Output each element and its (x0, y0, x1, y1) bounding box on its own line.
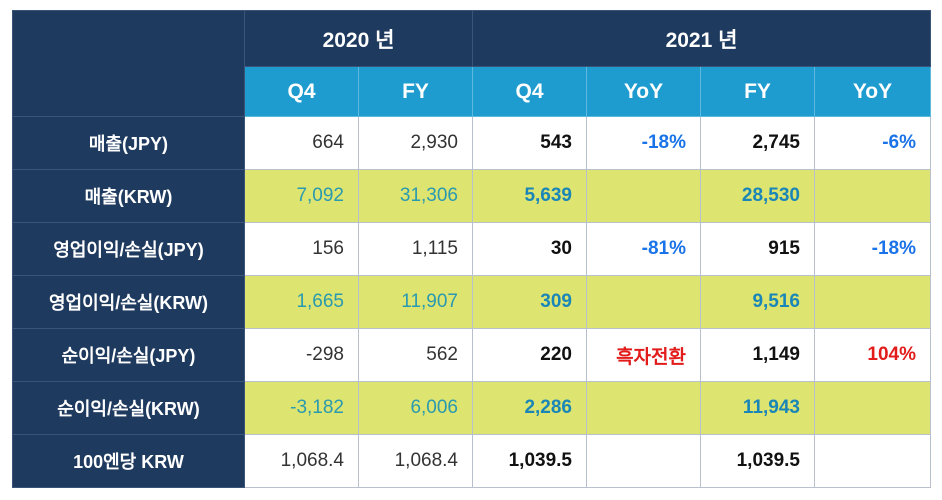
table-row: 순이익/손실(JPY) -298 562 220 흑자전환 1,149 104% (12, 328, 931, 382)
period-header-q4-2020: Q4 (244, 66, 359, 117)
row-label: 영업이익/손실(JPY) (12, 222, 245, 276)
q4-2020-cell: -3,182 (244, 381, 359, 435)
year-header-row: 2020 년 2021 년 (12, 10, 931, 117)
q4-2021-cell: 5,639 (472, 169, 587, 223)
q4-2021-cell: 220 (472, 328, 587, 382)
fy-2021-cell: 2,745 (700, 116, 815, 170)
row-label: 순이익/손실(KRW) (12, 381, 245, 435)
q4-2021-cell: 309 (472, 275, 587, 329)
period-header-q4-2021: Q4 (472, 66, 587, 117)
fy-yoy-cell (814, 434, 931, 488)
q4-2020-cell: 156 (244, 222, 359, 276)
q4-2020-cell: 664 (244, 116, 359, 170)
fy-2020-cell: 1,068.4 (358, 434, 473, 488)
fy-yoy-cell: -18% (814, 222, 931, 276)
fy-2021-cell: 11,943 (700, 381, 815, 435)
period-header-row: Q4 FY Q4 YoY FY YoY (13, 66, 931, 117)
table-row: 100엔당 KRW 1,068.4 1,068.4 1,039.5 1,039.… (12, 434, 931, 488)
fy-yoy-cell (814, 275, 931, 329)
fy-yoy-cell: 104% (814, 328, 931, 382)
q4-2021-cell: 543 (472, 116, 587, 170)
fy-2020-cell: 1,115 (358, 222, 473, 276)
fy-2021-cell: 1,149 (700, 328, 815, 382)
period-header-fy-2021: FY (700, 66, 815, 117)
corner-cell (12, 10, 245, 117)
period-header-fy-yoy: YoY (814, 66, 931, 117)
table-row: 매출(KRW) 7,092 31,306 5,639 28,530 (12, 169, 931, 223)
table-row: 매출(JPY) 664 2,930 543 -18% 2,745 -6% (12, 116, 931, 170)
year-2020-header: 2020 년 (244, 10, 473, 67)
fy-2020-cell: 562 (358, 328, 473, 382)
fy-2020-cell: 11,907 (358, 275, 473, 329)
table-row: 영업이익/손실(KRW) 1,665 11,907 309 9,516 (12, 275, 931, 329)
fy-2020-cell: 2,930 (358, 116, 473, 170)
fy-yoy-cell (814, 169, 931, 223)
q4-2020-cell: -298 (244, 328, 359, 382)
fy-2021-cell: 1,039.5 (700, 434, 815, 488)
q4-2021-cell: 2,286 (472, 381, 587, 435)
q4-yoy-cell: 흑자전환 (586, 328, 701, 382)
period-header-q4-yoy: YoY (586, 66, 701, 117)
fy-2021-cell: 915 (700, 222, 815, 276)
q4-yoy-cell: -81% (586, 222, 701, 276)
row-label: 100엔당 KRW (12, 434, 245, 488)
q4-yoy-cell (586, 275, 701, 329)
fy-2021-cell: 9,516 (700, 275, 815, 329)
row-label: 매출(KRW) (12, 169, 245, 223)
row-label: 매출(JPY) (12, 116, 245, 170)
fy-2020-cell: 6,006 (358, 381, 473, 435)
fy-yoy-cell: -6% (814, 116, 931, 170)
q4-2020-cell: 7,092 (244, 169, 359, 223)
table-row: 순이익/손실(KRW) -3,182 6,006 2,286 11,943 (12, 381, 931, 435)
year-2021-header: 2021 년 (472, 10, 931, 67)
financial-summary-table: 2020 년 2021 년 Q4 FY Q4 YoY FY YoY 매출(JPY… (12, 10, 931, 488)
q4-2020-cell: 1,665 (244, 275, 359, 329)
row-label: 영업이익/손실(KRW) (12, 275, 245, 329)
financial-table-container: 2020 년 2021 년 Q4 FY Q4 YoY FY YoY 매출(JPY… (12, 10, 931, 488)
q4-yoy-cell (586, 434, 701, 488)
q4-yoy-cell (586, 169, 701, 223)
fy-2020-cell: 31,306 (358, 169, 473, 223)
table-row: 영업이익/손실(JPY) 156 1,115 30 -81% 915 -18% (12, 222, 931, 276)
q4-yoy-cell (586, 381, 701, 435)
q4-2020-cell: 1,068.4 (244, 434, 359, 488)
q4-2021-cell: 1,039.5 (472, 434, 587, 488)
fy-yoy-cell (814, 381, 931, 435)
row-label: 순이익/손실(JPY) (12, 328, 245, 382)
q4-yoy-cell: -18% (586, 116, 701, 170)
period-header-fy-2020: FY (358, 66, 473, 117)
fy-2021-cell: 28,530 (700, 169, 815, 223)
q4-2021-cell: 30 (472, 222, 587, 276)
